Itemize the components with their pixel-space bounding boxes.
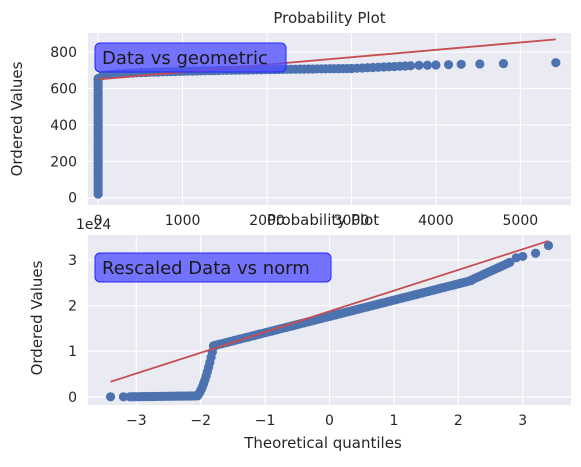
- top-y-axis-label: Ordered Values: [8, 61, 26, 176]
- bottom-data-point: [530, 248, 541, 258]
- bottom-points: [105, 240, 554, 402]
- top-data-point: [414, 60, 424, 70]
- top-y-ticks: 0 200 400 600 800: [50, 45, 77, 207]
- bottom-y-tick-label: 1: [68, 344, 77, 360]
- bottom-title: Probability Plot: [267, 211, 379, 229]
- top-data-point: [431, 60, 441, 70]
- bottom-x-tick-label: 0: [325, 413, 334, 429]
- top-data-point: [475, 59, 485, 69]
- top-y-tick-label: 200: [50, 154, 77, 170]
- bottom-annotation-text: Rescaled Data vs norm: [102, 258, 310, 279]
- bottom-data-point: [505, 257, 515, 267]
- bottom-x-tick-label: 2: [454, 413, 463, 429]
- bottom-x-tick-label: −3: [126, 413, 147, 429]
- bottom-annotation-background: [94, 252, 332, 283]
- top-x-tick-label: 0: [94, 213, 103, 229]
- bottom-data-point: [118, 392, 129, 402]
- top-data-point: [405, 61, 416, 71]
- top-title: Probability Plot: [273, 9, 385, 27]
- bottom-y-tick-label: 0: [68, 390, 77, 406]
- top-x-tick-label: 4000: [418, 213, 454, 229]
- top-annotation-box: Data vs geometric: [94, 42, 287, 73]
- top-x-tick-label: 2000: [249, 213, 285, 229]
- top-data-point: [443, 60, 454, 70]
- top-x-tick-label: 3000: [334, 213, 370, 229]
- bottom-x-tick-label: −2: [190, 413, 211, 429]
- top-annotation-background: [94, 42, 287, 73]
- bottom-x-ticks: −3 −2 −1 0 1 2 3: [126, 413, 527, 429]
- top-data-point: [498, 58, 509, 69]
- bottom-y-axis-label: Ordered Values: [28, 260, 46, 375]
- bottom-fit-line: [110, 240, 549, 383]
- top-y-tick-label: 400: [50, 118, 77, 134]
- bottom-grid: [88, 235, 571, 405]
- top-annotation-text: Data vs geometric: [102, 48, 268, 69]
- bottom-data-point: [543, 240, 554, 251]
- bottom-panel: −3 −2 −1 0 1 2 3 0 1 2 3 Probability Plot 1e24 Or…: [28, 211, 571, 452]
- bottom-data-point: [105, 392, 116, 402]
- top-y-tick-label: 600: [50, 82, 77, 98]
- bottom-annotation-box: Rescaled Data vs norm: [94, 252, 332, 283]
- bottom-x-tick-label: −1: [255, 413, 276, 429]
- bottom-x-tick-label: 3: [518, 413, 527, 429]
- top-data-point: [456, 59, 466, 69]
- top-fit-line: [98, 38, 556, 81]
- top-x-tick-label: 1000: [165, 213, 201, 229]
- top-x-ticks: 0 1000 2000 3000 4000 5000: [94, 213, 538, 229]
- top-data-point: [551, 58, 561, 68]
- top-y-tick-label: 800: [50, 45, 77, 61]
- bottom-y-tick-label: 2: [68, 299, 77, 315]
- bottom-y-scale-note: 1e24: [76, 217, 111, 233]
- bottom-y-ticks: 0 1 2 3: [68, 253, 77, 406]
- top-panel: 0 1000 2000 3000 4000 5000 0 200 400 600 800 Prob…: [8, 9, 571, 229]
- top-y-tick-label: 0: [68, 191, 77, 207]
- bottom-y-tick-label: 3: [68, 253, 77, 269]
- top-data-point: [422, 60, 433, 70]
- top-x-tick-label: 5000: [503, 213, 539, 229]
- bottom-data-point: [518, 251, 528, 262]
- bottom-x-tick-label: 1: [389, 413, 398, 429]
- bottom-x-axis-label: Theoretical quantiles: [243, 434, 402, 452]
